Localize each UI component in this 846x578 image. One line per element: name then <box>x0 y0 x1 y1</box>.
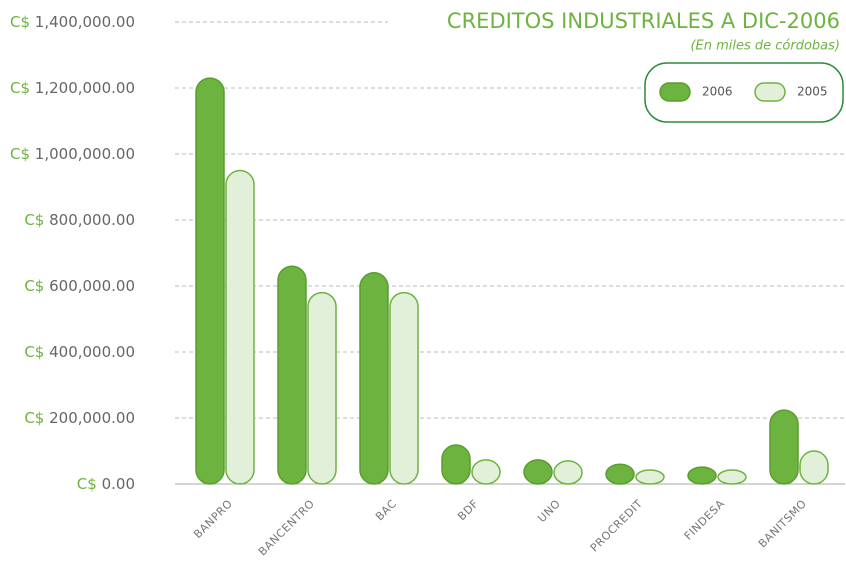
x-tick-label: PROCREDIT <box>588 497 645 554</box>
legend-label: 2006 <box>702 85 733 99</box>
x-tick-label: BDF <box>455 497 481 523</box>
bar <box>553 460 583 485</box>
title-backdrop <box>388 6 846 56</box>
x-tick-label: BANCENTRO <box>256 497 317 558</box>
legend-swatch <box>659 82 691 102</box>
y-tick-label: C$ 1,400,000.00 <box>10 13 135 31</box>
bar <box>225 169 255 485</box>
y-tick-label: C$ 200,000.00 <box>24 409 135 427</box>
x-tick-label: BANPRO <box>191 497 235 541</box>
x-tick-label: BANITSMO <box>756 497 809 550</box>
x-tick-label: BAC <box>373 497 399 523</box>
y-tick-label: C$ 800,000.00 <box>24 211 135 229</box>
x-tick-label: FINDESA <box>682 497 728 543</box>
bar <box>389 291 419 485</box>
bar <box>523 459 553 485</box>
bar <box>799 450 829 485</box>
bar <box>687 466 717 485</box>
y-tick-label: C$ 0.00 <box>77 475 135 493</box>
bar <box>307 291 337 485</box>
legend-label: 2005 <box>797 85 828 99</box>
chart-subtitle: (En miles de córdobas) <box>690 39 840 54</box>
bar <box>277 265 307 485</box>
chart-title: CREDITOS INDUSTRIALES A DIC-2006 <box>447 9 840 33</box>
bar <box>769 409 799 485</box>
legend-box <box>644 62 844 123</box>
y-tick-label: C$ 1,000,000.00 <box>10 145 135 163</box>
bar <box>635 469 665 485</box>
bar <box>195 77 225 485</box>
bar <box>359 272 389 485</box>
bar <box>605 463 635 485</box>
y-tick-label: C$ 400,000.00 <box>24 343 135 361</box>
bar <box>471 459 501 485</box>
bar <box>441 444 471 485</box>
legend-swatch <box>754 82 786 102</box>
bar <box>717 469 747 485</box>
y-tick-label: C$ 600,000.00 <box>24 277 135 295</box>
x-tick-label: UNO <box>535 497 563 525</box>
y-tick-label: C$ 1,200,000.00 <box>10 79 135 97</box>
